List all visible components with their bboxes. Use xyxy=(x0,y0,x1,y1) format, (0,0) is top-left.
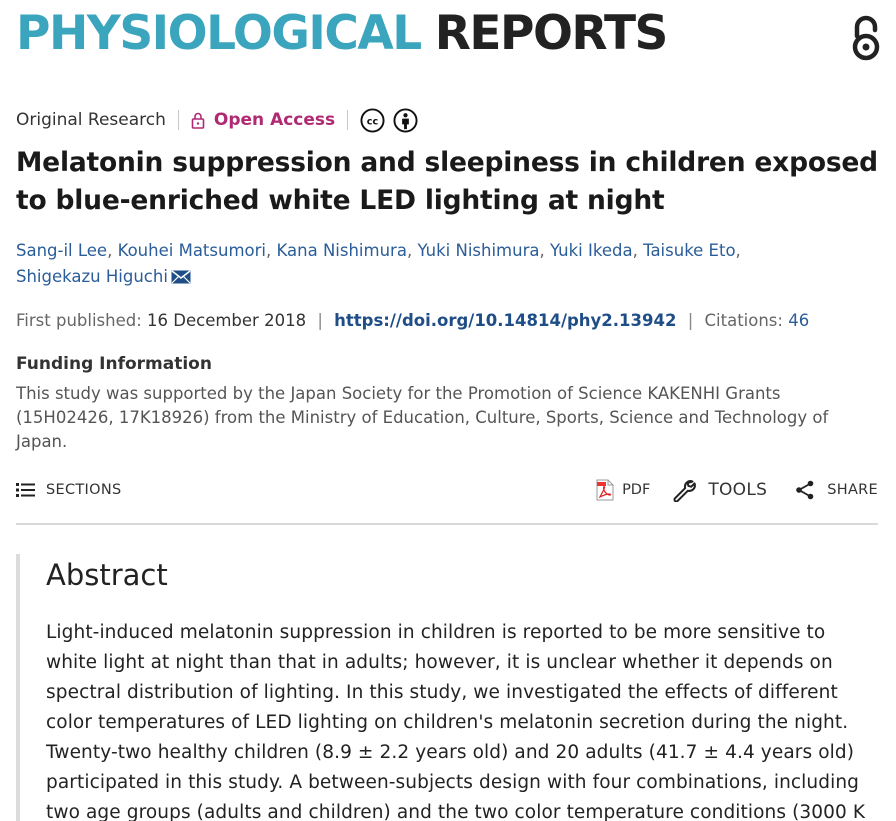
author-link[interactable]: Taisuke Eto xyxy=(643,241,736,260)
hamburger-icon xyxy=(16,483,35,497)
funding-text: This study was supported by the Japan So… xyxy=(16,384,829,451)
tools-label: TOOLS xyxy=(708,480,768,500)
first-published-label: First published: xyxy=(16,311,142,330)
wrench-icon xyxy=(673,480,697,502)
open-access-lock-icon xyxy=(191,112,205,129)
citations-label: Citations: xyxy=(704,311,783,330)
pdf-button[interactable]: PDF xyxy=(596,479,650,501)
journal-header[interactable]: PHYSIOLOGICAL REPORTS xyxy=(16,6,886,62)
mail-icon[interactable] xyxy=(171,270,191,284)
article-type: Original Research xyxy=(16,110,166,130)
doi-link[interactable]: https://doi.org/10.14814/phy2.13942 xyxy=(334,311,677,330)
author-link[interactable]: Yuki Ikeda xyxy=(549,241,633,260)
meta-divider xyxy=(347,110,349,130)
share-button[interactable]: SHARE xyxy=(795,480,878,500)
journal-name-part1: PHYSIOLOGICAL xyxy=(16,6,422,61)
article-meta-row: Original Research Open Access cc xyxy=(16,106,418,134)
sections-button[interactable]: SECTIONS xyxy=(16,476,122,504)
creative-commons-icon: cc xyxy=(360,107,385,133)
journal-name-part2: REPORTS xyxy=(434,6,669,61)
journal-logo[interactable]: PHYSIOLOGICAL REPORTS xyxy=(16,6,669,62)
article-title: Melatonin suppression and sleepiness in … xyxy=(16,147,878,216)
author-separator: , xyxy=(266,241,277,260)
author-separator: , xyxy=(107,241,118,260)
meta-divider xyxy=(177,110,179,130)
author-separator: , xyxy=(539,241,550,260)
publication-info: First published: 16 December 2018 | http… xyxy=(16,308,809,334)
open-access-label: Open Access xyxy=(213,110,336,130)
abstract-text: Light-induced melatonin suppression in c… xyxy=(46,622,866,821)
pdf-label: PDF xyxy=(622,482,651,498)
author-list: Sang-il Lee, Kouhei Matsumori, Kana Nish… xyxy=(16,238,878,290)
author-separator: , xyxy=(406,241,418,260)
svg-text:cc: cc xyxy=(367,116,379,127)
author-link[interactable]: Kouhei Matsumori xyxy=(117,241,266,260)
share-label: SHARE xyxy=(827,482,878,498)
open-access-badge[interactable]: Open Access xyxy=(191,110,335,130)
toolbar-divider xyxy=(16,523,878,525)
license-icons[interactable]: cc xyxy=(360,107,418,133)
pdf-icon xyxy=(596,479,614,501)
citations-count[interactable]: 46 xyxy=(788,311,810,330)
article-toolbar: SECTIONS PDF TOOLS SHARE xyxy=(16,476,878,504)
first-published-date: 16 December 2018 xyxy=(147,311,307,330)
share-icon xyxy=(796,480,814,500)
open-access-lock-icon xyxy=(852,15,880,61)
attribution-icon xyxy=(393,107,418,133)
abstract-side-bar xyxy=(16,554,20,821)
abstract-heading: Abstract xyxy=(46,558,168,592)
author-link[interactable]: Sang-il Lee xyxy=(16,241,108,260)
author-separator: , xyxy=(735,241,741,260)
tools-button[interactable]: TOOLS xyxy=(672,478,767,502)
author-link[interactable]: Kana Nishimura xyxy=(276,241,407,260)
author-link[interactable]: Yuki Nishimura xyxy=(417,241,540,260)
sections-label: SECTIONS xyxy=(46,482,122,498)
toolbar-actions: PDF TOOLS SHARE xyxy=(596,476,878,504)
pipe-divider: | xyxy=(682,311,699,330)
author-link[interactable]: Shigekazu Higuchi xyxy=(16,267,168,286)
funding-title: Funding Information xyxy=(16,354,212,374)
pipe-divider: | xyxy=(312,311,329,330)
author-separator: , xyxy=(632,241,644,260)
